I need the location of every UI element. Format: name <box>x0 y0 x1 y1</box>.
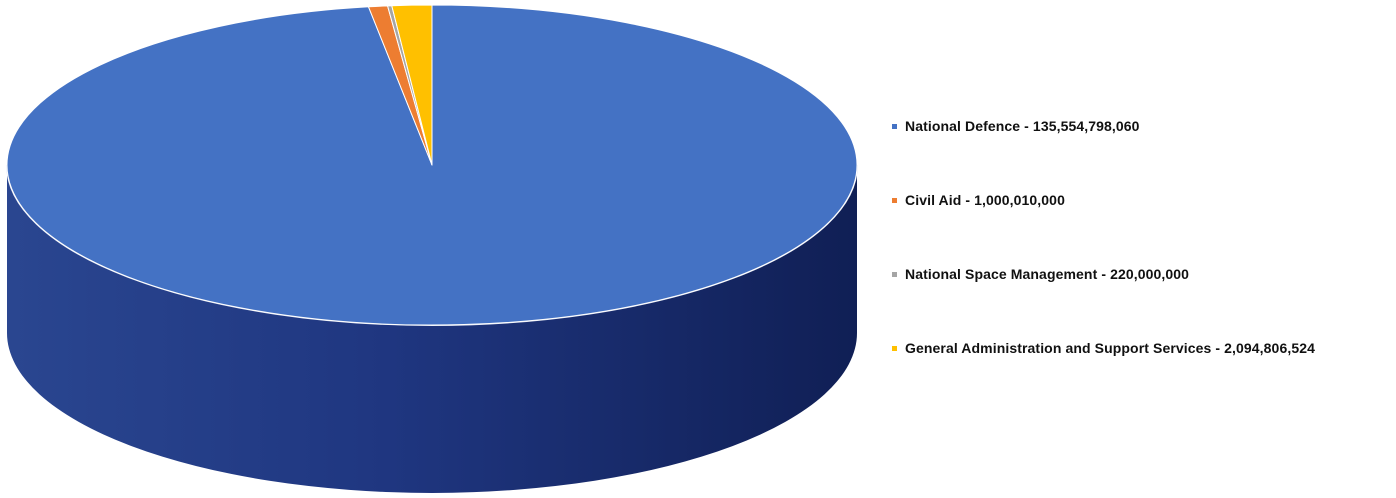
legend-label: General Administration and Support Servi… <box>905 340 1315 356</box>
legend-label: National Defence - 135,554,798,060 <box>905 118 1140 134</box>
pie-chart <box>6 4 858 493</box>
legend-item-general-administration: General Administration and Support Servi… <box>888 340 1388 414</box>
legend-marker <box>892 346 897 351</box>
pie-top-face <box>6 4 858 326</box>
legend-marker <box>892 198 897 203</box>
legend-marker <box>892 124 897 129</box>
legend-label: Civil Aid - 1,000,010,000 <box>905 192 1065 208</box>
pie-side-national-defence <box>7 165 857 493</box>
legend-item-national-space-management: National Space Management - 220,000,000 <box>888 266 1388 340</box>
legend-label: National Space Management - 220,000,000 <box>905 266 1190 282</box>
legend: National Defence - 135,554,798,060 Civil… <box>888 118 1388 414</box>
pie-slice-general-administration-and-support-services <box>391 4 433 166</box>
legend-item-civil-aid: Civil Aid - 1,000,010,000 <box>888 192 1388 266</box>
legend-marker <box>892 272 897 277</box>
legend-item-national-defence: National Defence - 135,554,798,060 <box>888 118 1388 192</box>
